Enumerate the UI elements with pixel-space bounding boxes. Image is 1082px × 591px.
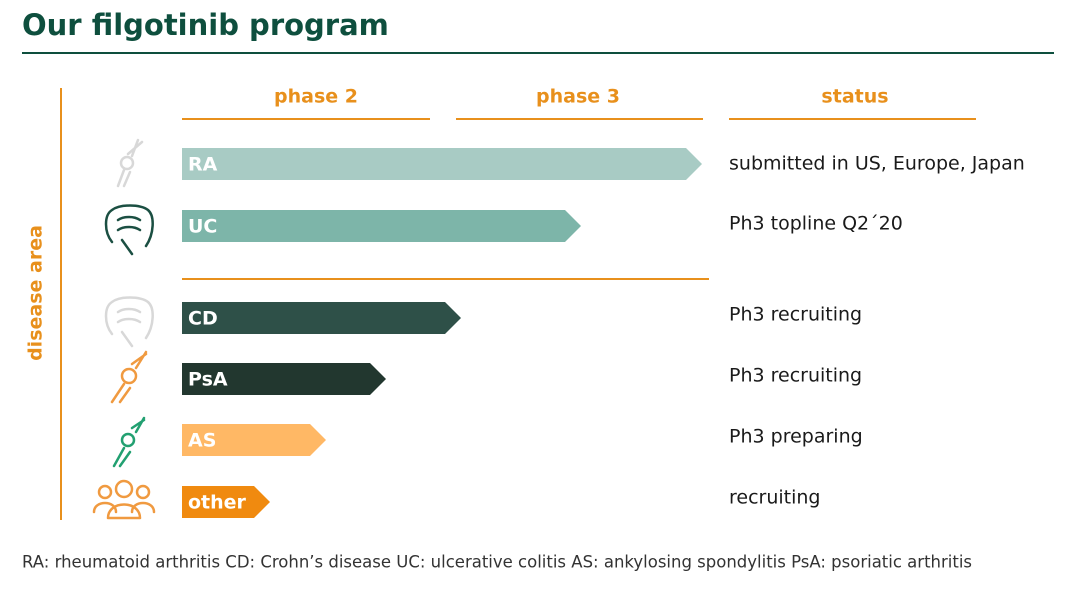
status: submitted in US, Europe, Japan — [729, 153, 1025, 175]
bar-label: UC — [188, 216, 217, 238]
bar-label: CD — [188, 308, 218, 330]
axis-label: disease area — [25, 225, 47, 361]
column-header: phase 2 — [274, 86, 358, 108]
bar-label: other — [188, 492, 247, 514]
joint-icon — [110, 350, 148, 404]
progress-bar — [182, 486, 270, 518]
status: recruiting — [729, 487, 821, 509]
progress-bar — [182, 302, 461, 334]
progress-bar — [182, 148, 702, 180]
joint-icon — [112, 416, 146, 468]
joint-icon — [116, 138, 144, 188]
progress-bar — [182, 363, 386, 395]
status: Ph3 recruiting — [729, 365, 862, 387]
column-header: status — [821, 86, 888, 108]
status: Ph3 preparing — [729, 426, 863, 448]
people-icon — [92, 479, 156, 520]
title: Our filgotinib program — [22, 8, 389, 42]
column-header: phase 3 — [536, 86, 620, 108]
status: Ph3 recruiting — [729, 304, 862, 326]
progress-bar — [182, 210, 581, 242]
status: Ph3 topline Q2´20 — [729, 213, 903, 235]
footnote: RA: rheumatoid arthritis CD: Crohn’s dis… — [22, 553, 972, 572]
intestine-icon — [104, 204, 154, 256]
bar-label: AS — [188, 430, 216, 452]
progress-bar — [182, 424, 326, 456]
bar-label: RA — [188, 154, 218, 176]
intestine-icon — [104, 296, 154, 348]
bar-label: PsA — [188, 369, 228, 391]
